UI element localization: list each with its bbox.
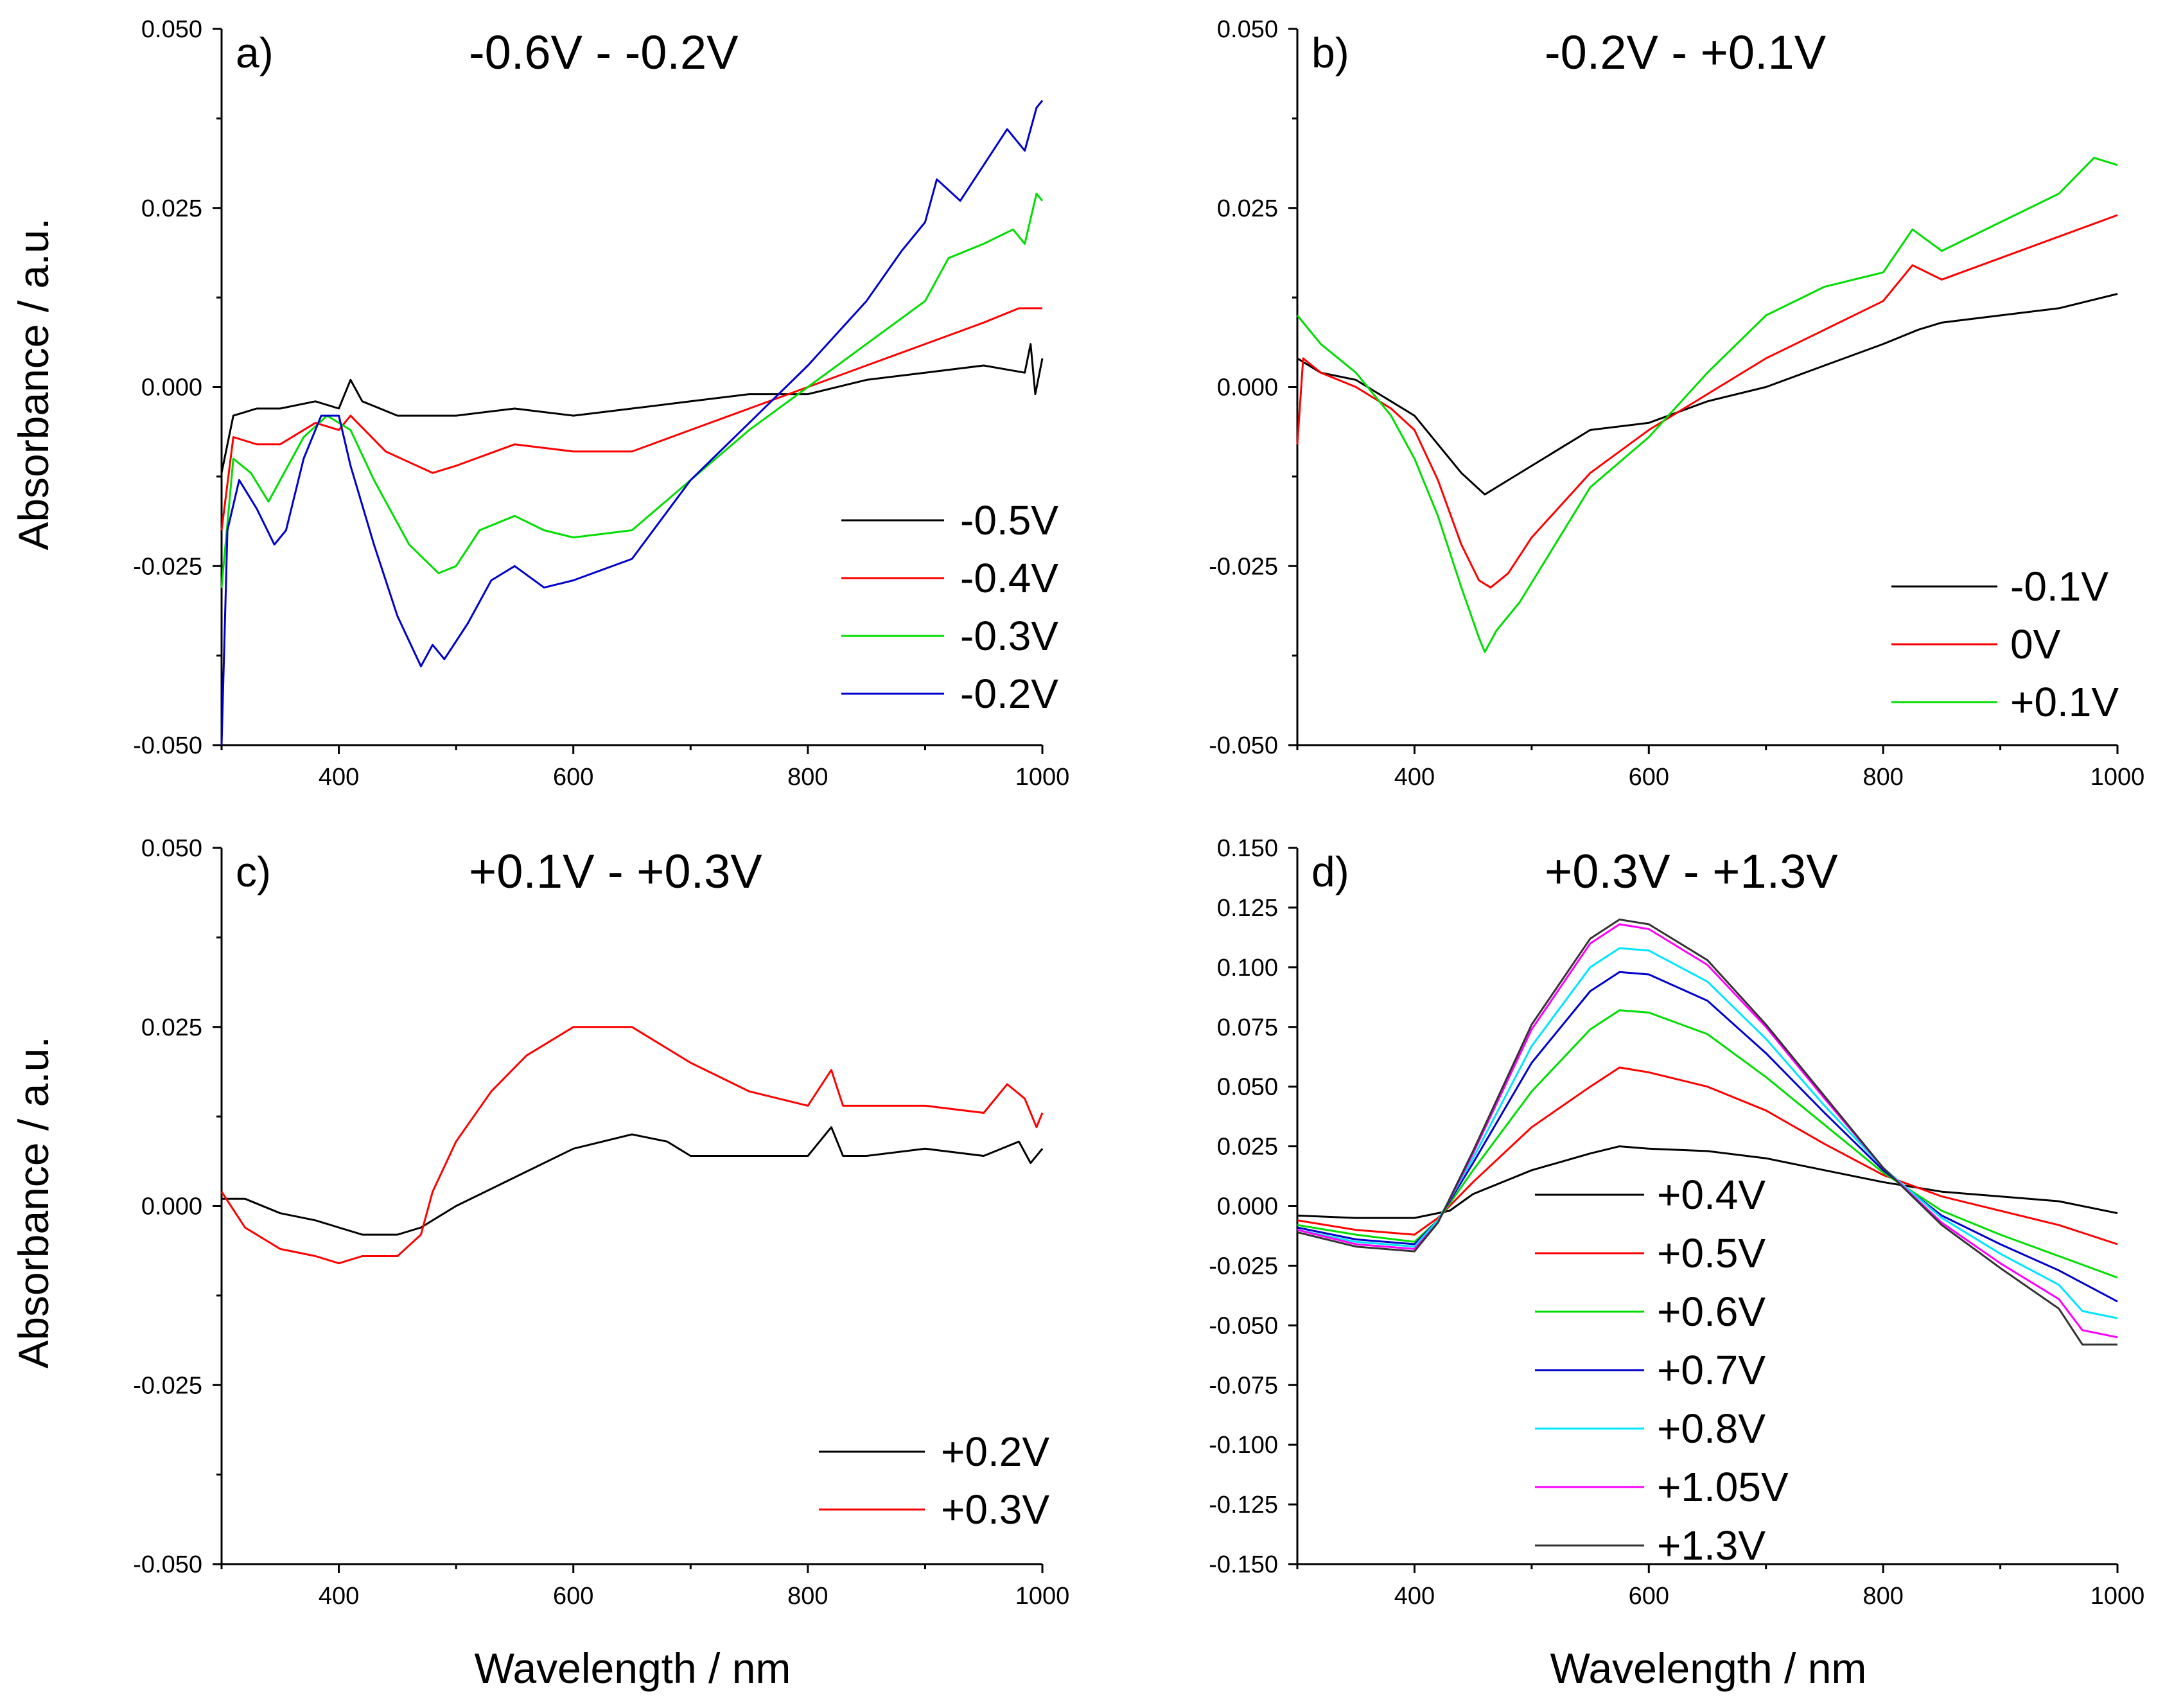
y-tick-label: 0.025 (1217, 1134, 1278, 1161)
panel-title: -0.2V - +0.1V (1545, 26, 1827, 79)
legend-label: 0V (2010, 621, 2061, 667)
y-tick-label: -0.075 (1209, 1372, 1278, 1399)
y-tick-label: -0.050 (133, 732, 202, 759)
y-axis-title-top: Absorbance / a.u. (10, 218, 57, 550)
panel-label: d) (1311, 848, 1349, 895)
legend-label: +1.05V (1657, 1464, 1789, 1510)
x-tick-label: 400 (1394, 1583, 1435, 1610)
y-tick-label: 0.125 (1217, 895, 1278, 922)
legend-label: +0.1V (2010, 679, 2119, 725)
panel-title: +0.1V - +0.3V (469, 845, 762, 898)
x-tick-label: 400 (319, 764, 359, 791)
y-tick-label: 0.025 (141, 1014, 202, 1041)
panel-a: 400 600 800 1000 -0.050 -0.025 0.000 0.025 0.050… (133, 16, 1069, 791)
series-line (1296, 157, 2118, 653)
y-tick-label: -0.050 (1209, 1312, 1278, 1339)
x-tick-label: 400 (319, 1583, 359, 1610)
x-axis-title-right: Wavelength / nm (1550, 1644, 1867, 1692)
x-tick-label: 800 (787, 764, 828, 791)
y-tick-label: -0.025 (1209, 1253, 1278, 1280)
x-tick-label: 600 (1629, 1583, 1669, 1610)
series-line (220, 100, 1044, 746)
series-line (222, 1126, 1044, 1236)
x-tick-label: 800 (1863, 764, 1903, 791)
panel-title: -0.6V - -0.2V (469, 26, 739, 79)
y-tick-label: 0.025 (1217, 195, 1278, 222)
series-line (1297, 1145, 2118, 1219)
series-line (220, 343, 1044, 473)
panel-title: +0.3V - +1.3V (1545, 845, 1838, 898)
y-tick-label: 0.000 (1217, 1193, 1278, 1220)
y-tick-label: 0.050 (141, 16, 202, 43)
legend-label: +0.2V (941, 1429, 1049, 1475)
y-tick-label: -0.025 (1209, 553, 1278, 580)
y-tick-label: 0.050 (1217, 16, 1278, 43)
series-line (1297, 293, 2118, 496)
y-tick-label: -0.050 (1209, 732, 1278, 759)
series-line (220, 1026, 1044, 1265)
legend-label: -0.2V (960, 671, 1058, 717)
panel-label: c) (236, 848, 271, 895)
legend-label: +0.6V (1657, 1289, 1766, 1335)
x-tick-label: 1000 (1015, 1583, 1070, 1610)
legend-label: -0.1V (2010, 563, 2108, 610)
x-tick-label: 800 (787, 1583, 828, 1610)
y-tick-label: 0.025 (141, 195, 202, 222)
y-tick-label: 0.000 (141, 374, 202, 401)
legend-label: -0.3V (960, 613, 1058, 659)
x-tick-label: 1000 (2090, 764, 2145, 791)
y-tick-label: 0.150 (1217, 835, 1278, 862)
legend-label: +0.5V (1657, 1230, 1766, 1276)
series-line (1297, 1066, 2118, 1246)
y-tick-label: -0.025 (133, 1372, 202, 1399)
panel-b: 400 600 800 1000 -0.050 -0.025 0.000 0.025 0.050… (1209, 16, 2144, 791)
legend-label: +1.3V (1657, 1522, 1766, 1569)
legend-label: +0.4V (1657, 1172, 1766, 1218)
x-tick-label: 1000 (1015, 764, 1070, 791)
series-line (1297, 919, 2117, 1346)
legend-label: +0.8V (1657, 1405, 1766, 1452)
x-tick-label: 600 (553, 764, 593, 791)
x-tick-label: 1000 (2090, 1583, 2145, 1610)
y-tick-label: 0.050 (141, 835, 202, 862)
legend-label: +0.7V (1657, 1347, 1766, 1393)
panel-label: b) (1311, 29, 1349, 76)
legend-label: +0.3V (941, 1486, 1049, 1533)
legend-label: -0.5V (960, 497, 1058, 543)
panel-c: 400 600 800 1000 -0.050 -0.025 0.000 0.025 0.050… (133, 835, 1069, 1610)
y-axis-title-bottom: Absorbance / a.u. (10, 1036, 57, 1368)
panel-d: 400 600 800 1000 -0.150 -0.125 -0.100 -0.075 -0.… (1209, 835, 2144, 1610)
y-tick-label: 0.000 (1217, 374, 1278, 401)
y-tick-label: -0.050 (133, 1551, 202, 1578)
series-line (220, 193, 1044, 588)
panel-label: a) (236, 29, 274, 76)
y-tick-label: 0.075 (1217, 1014, 1278, 1041)
x-tick-label: 400 (1394, 764, 1435, 791)
y-tick-label: -0.025 (133, 553, 202, 580)
x-axis-title-left: Wavelength / nm (475, 1644, 791, 1692)
y-tick-label: 0.000 (141, 1193, 202, 1220)
y-tick-label: 0.100 (1217, 955, 1278, 982)
legend-label: -0.4V (960, 555, 1058, 601)
y-tick-label: 0.050 (1217, 1074, 1278, 1101)
x-tick-label: 600 (553, 1583, 593, 1610)
x-tick-label: 800 (1863, 1583, 1903, 1610)
y-tick-label: -0.100 (1209, 1432, 1278, 1459)
y-tick-label: -0.125 (1209, 1492, 1278, 1519)
series-line (220, 307, 1042, 531)
x-tick-label: 600 (1629, 764, 1669, 791)
y-tick-label: -0.150 (1209, 1551, 1278, 1578)
series-line (1297, 947, 2118, 1319)
